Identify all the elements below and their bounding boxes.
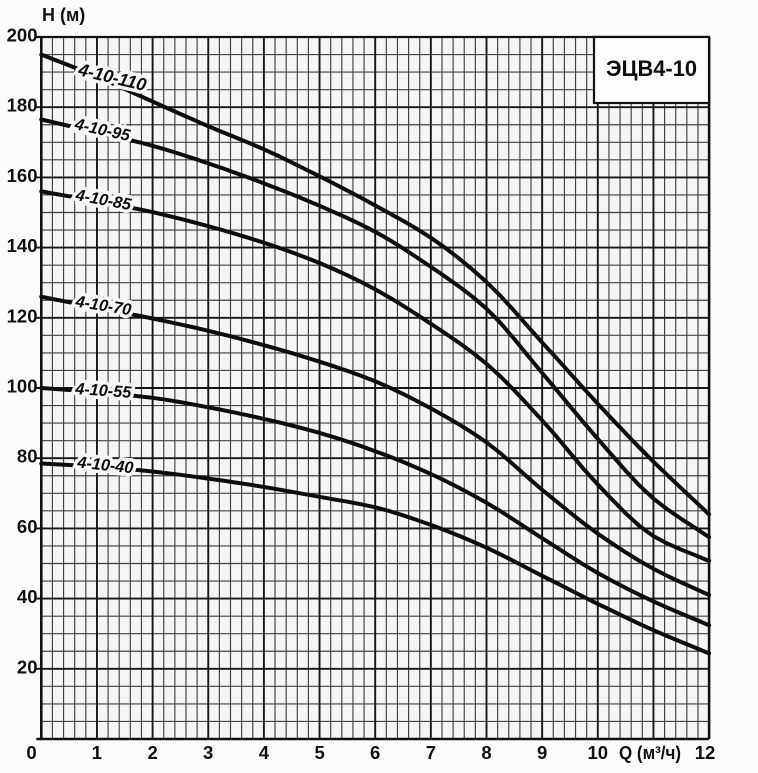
svg-text:0: 0 <box>26 742 36 763</box>
svg-text:40: 40 <box>17 586 38 607</box>
svg-text:6: 6 <box>370 742 380 763</box>
svg-text:180: 180 <box>7 95 38 116</box>
svg-text:5: 5 <box>314 742 324 763</box>
svg-text:ЭЦВ4-10: ЭЦВ4-10 <box>606 56 697 81</box>
svg-text:60: 60 <box>17 516 38 537</box>
svg-text:7: 7 <box>426 742 436 763</box>
svg-text:10: 10 <box>588 742 609 763</box>
svg-text:1: 1 <box>92 742 102 763</box>
svg-text:140: 140 <box>7 235 38 256</box>
svg-text:2: 2 <box>147 742 157 763</box>
svg-text:80: 80 <box>17 446 38 467</box>
svg-text:200: 200 <box>7 25 38 46</box>
svg-text:120: 120 <box>7 305 38 326</box>
svg-text:160: 160 <box>7 165 38 186</box>
svg-text:4: 4 <box>259 742 270 763</box>
svg-text:100: 100 <box>7 376 38 397</box>
svg-text:Q (м³/ч): Q (м³/ч) <box>619 742 681 763</box>
svg-text:12: 12 <box>695 742 716 763</box>
svg-text:20: 20 <box>17 656 38 677</box>
svg-text:9: 9 <box>537 742 547 763</box>
svg-text:8: 8 <box>481 742 491 763</box>
svg-text:H (м): H (м) <box>42 5 85 25</box>
svg-text:3: 3 <box>203 742 213 763</box>
